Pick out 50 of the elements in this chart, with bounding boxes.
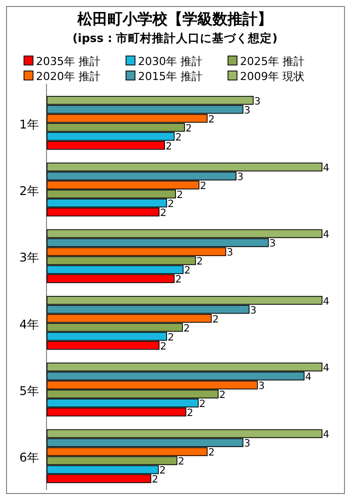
data-label: 2 (160, 208, 166, 219)
data-label: 2 (212, 314, 219, 326)
data-label: 4 (323, 163, 330, 174)
data-label: 2 (219, 390, 226, 401)
y-tick-label: 5年 (19, 384, 39, 398)
data-label: 2 (186, 408, 194, 419)
data-label: 4 (323, 230, 330, 241)
data-label: 2 (160, 341, 166, 352)
data-label: 4 (323, 363, 330, 374)
y-tick-label: 1年 (19, 117, 39, 132)
chart-subtitle: (ipss : 市町村推計人口に基づく想定) (72, 31, 278, 45)
data-label: 2 (166, 141, 172, 152)
data-label: 2 (159, 466, 166, 477)
data-label: 2 (196, 256, 203, 268)
data-label: 2 (199, 399, 206, 410)
data-label: 4 (323, 430, 330, 441)
data-label: 3 (250, 305, 256, 316)
legend-label: 2030年 推計 (138, 55, 202, 68)
legend-label: 2035年 推計 (36, 55, 100, 68)
data-label: 3 (254, 96, 261, 108)
data-label: 2 (186, 123, 192, 134)
data-label: 3 (244, 438, 250, 450)
data-label: 3 (269, 238, 276, 250)
data-label: 2 (168, 199, 174, 210)
data-label: 3 (258, 381, 265, 392)
data-label: 2 (208, 448, 215, 459)
chart-title: 松田町小学校【学級数推計】 (76, 10, 272, 28)
legend-label: 2015年 推計 (138, 70, 202, 83)
data-label: 4 (323, 296, 330, 308)
data-label: 2 (176, 190, 183, 201)
y-tick-label: 6年 (19, 450, 39, 465)
data-label: 2 (152, 474, 158, 486)
data-label: 2 (168, 332, 174, 344)
data-label: 2 (184, 266, 190, 277)
data-label: 3 (237, 172, 244, 183)
data-label: 2 (208, 114, 215, 126)
data-label: 2 (178, 456, 184, 468)
y-tick-label: 4年 (19, 317, 39, 332)
legend-label: 2020年 推計 (36, 70, 100, 83)
data-label: 2 (175, 132, 182, 144)
y-tick-label: 3年 (19, 250, 39, 265)
data-label: 2 (175, 274, 182, 286)
data-label: 2 (200, 181, 206, 192)
y-tick-label: 2年 (19, 184, 39, 198)
data-label: 2 (183, 323, 190, 334)
legend-label: 2025年 推計 (240, 55, 304, 68)
legend-label: 2009年 現状 (240, 70, 304, 83)
data-label: 4 (305, 372, 312, 383)
data-label: 3 (226, 248, 234, 259)
data-label: 3 (244, 105, 250, 116)
